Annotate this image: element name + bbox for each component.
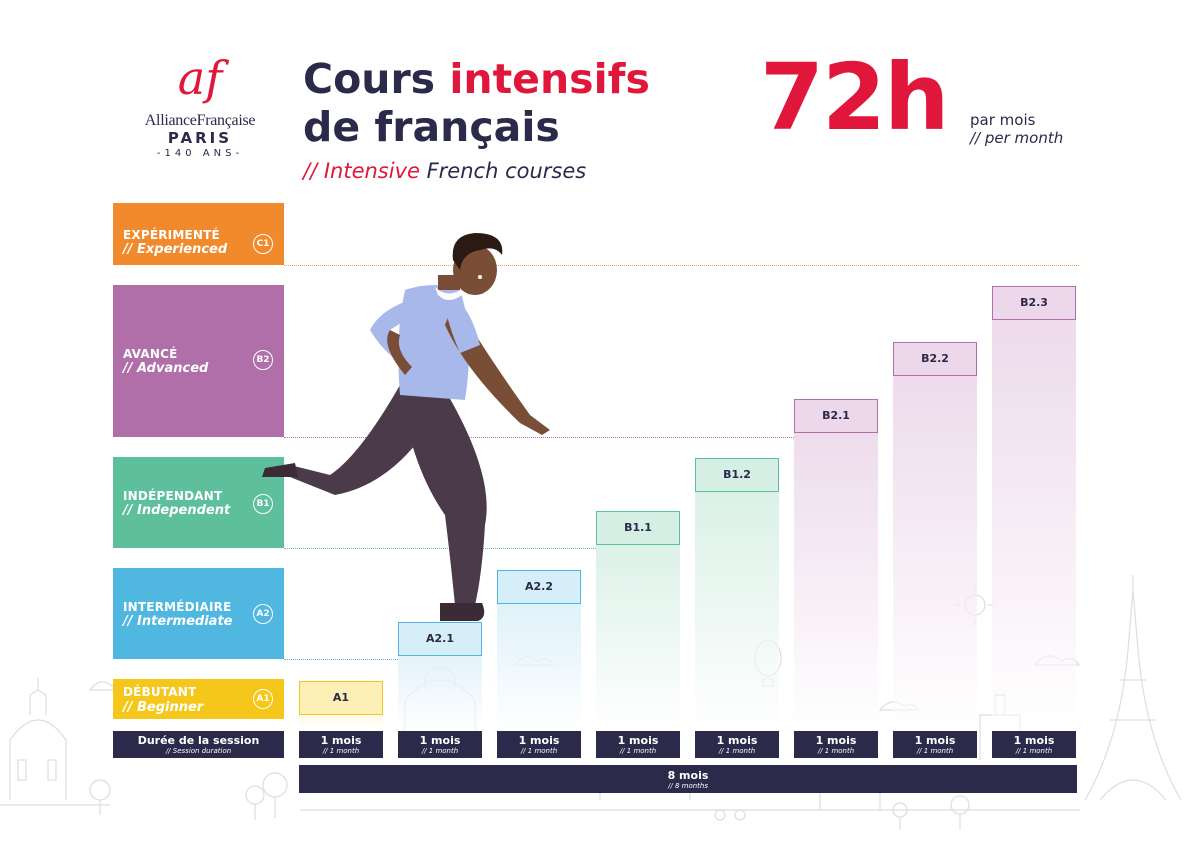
title-line-1: Cours intensifs	[303, 55, 743, 103]
duration-en: // 1 month	[1015, 747, 1053, 755]
total-duration-fr: 8 mois	[667, 769, 709, 782]
level-badge: A2	[253, 604, 273, 624]
duration-cell: 1 mois// 1 month	[596, 731, 680, 758]
duration-en: // 1 month	[619, 747, 657, 755]
page-title: Cours intensifs de français // Intensive…	[303, 55, 743, 183]
level-label-en: // Experienced	[123, 242, 228, 257]
course-label: B1.2	[695, 458, 779, 492]
level-label-fr: DÉBUTANT	[123, 685, 197, 699]
guide-line-c1	[284, 265, 1079, 266]
duration-cell: 1 mois// 1 month	[398, 731, 482, 758]
level-label-fr: INTERMÉDIAIRE	[123, 600, 232, 614]
duration-fr: 1 mois	[419, 734, 461, 747]
course-bar	[992, 286, 1076, 731]
duration-fr: 1 mois	[815, 734, 857, 747]
level-badge: B2	[253, 350, 273, 370]
total-duration: 8 mois // 8 months	[299, 765, 1077, 793]
subtitle-rest: French courses	[419, 159, 587, 183]
duration-en: // 1 month	[421, 747, 459, 755]
duration-fr: 1 mois	[914, 734, 956, 747]
course-label: B2.2	[893, 342, 977, 376]
duration-cell: 1 mois// 1 month	[695, 731, 779, 758]
level-beginner: DÉBUTANT // Beginner A1	[113, 679, 284, 719]
level-badge: C1	[253, 234, 273, 254]
session-duration-fr: Durée de la session	[137, 734, 260, 747]
duration-cell: 1 mois// 1 month	[794, 731, 878, 758]
level-label-en: // Intermediate	[123, 614, 233, 629]
duration-fr: 1 mois	[716, 734, 758, 747]
duration-cell: 1 mois// 1 month	[497, 731, 581, 758]
level-label-fr: INDÉPENDANT	[123, 489, 223, 503]
alliance-francaise-logo: af AllianceFrançaise PARIS -140 ANS-	[130, 48, 270, 183]
subtitle-slash: //	[303, 159, 324, 183]
hours-unit-en: // per month	[970, 129, 1064, 147]
level-label-fr: EXPÉRIMENTÉ	[123, 228, 220, 242]
logo-name: AllianceFrançaise	[144, 112, 256, 129]
course-label: B2.1	[794, 399, 878, 433]
duration-en: // 1 month	[322, 747, 360, 755]
level-badge: B1	[253, 494, 273, 514]
subtitle-highlight: Intensive	[323, 159, 420, 183]
course-label: B1.1	[596, 511, 680, 545]
course-bar	[695, 458, 779, 731]
logo-years: -140 ANS-	[156, 148, 244, 159]
hours-value: 72h	[760, 44, 950, 151]
total-duration-en: // 8 months	[668, 782, 708, 790]
title-line-2: de français	[303, 103, 560, 151]
duration-cell: 1 mois// 1 month	[299, 731, 383, 758]
level-independent: INDÉPENDANT // Independent B1	[113, 457, 284, 548]
guide-line-b1	[284, 548, 596, 549]
duration-fr: 1 mois	[1013, 734, 1055, 747]
level-intermediate: INTERMÉDIAIRE // Intermediate A2	[113, 568, 284, 659]
level-label-en: // Beginner	[123, 700, 204, 715]
course-label: B2.3	[992, 286, 1076, 320]
guide-line-b2	[284, 437, 794, 438]
session-duration-header: Durée de la session // Session duration	[113, 731, 284, 758]
duration-fr: 1 mois	[320, 734, 362, 747]
level-badge: A1	[253, 689, 273, 709]
level-advanced: AVANCÉ // Advanced B2	[113, 285, 284, 437]
duration-en: // 1 month	[718, 747, 756, 755]
guide-line-a2	[284, 659, 398, 660]
duration-fr: 1 mois	[518, 734, 560, 747]
course-label: A1	[299, 681, 383, 715]
course-bar	[596, 511, 680, 731]
duration-cell: 1 mois// 1 month	[893, 731, 977, 758]
duration-fr: 1 mois	[617, 734, 659, 747]
af-logo-mark: af	[177, 51, 223, 105]
hours-unit: par mois // per month	[970, 111, 1063, 147]
person-climbing-illustration	[262, 233, 550, 621]
course-bar	[893, 342, 977, 731]
duration-cell: 1 mois// 1 month	[992, 731, 1076, 758]
duration-en: // 1 month	[520, 747, 558, 755]
course-bar	[794, 399, 878, 731]
title-highlight: intensifs	[449, 55, 650, 103]
duration-en: // 1 month	[916, 747, 954, 755]
level-experienced: EXPÉRIMENTÉ // Experienced C1	[113, 203, 284, 265]
subtitle: // Intensive French courses	[303, 159, 743, 183]
level-label-fr: AVANCÉ	[123, 347, 178, 361]
title-part: Cours	[303, 55, 450, 103]
course-label: A2.1	[398, 622, 482, 656]
session-duration-en: // Session duration	[165, 747, 232, 755]
duration-en: // 1 month	[817, 747, 855, 755]
level-label-en: // Advanced	[123, 361, 209, 376]
logo-city: PARIS	[167, 129, 233, 147]
course-label: A2.2	[497, 570, 581, 604]
level-label-en: // Independent	[123, 503, 231, 518]
hours-unit-fr: par mois	[970, 111, 1036, 129]
